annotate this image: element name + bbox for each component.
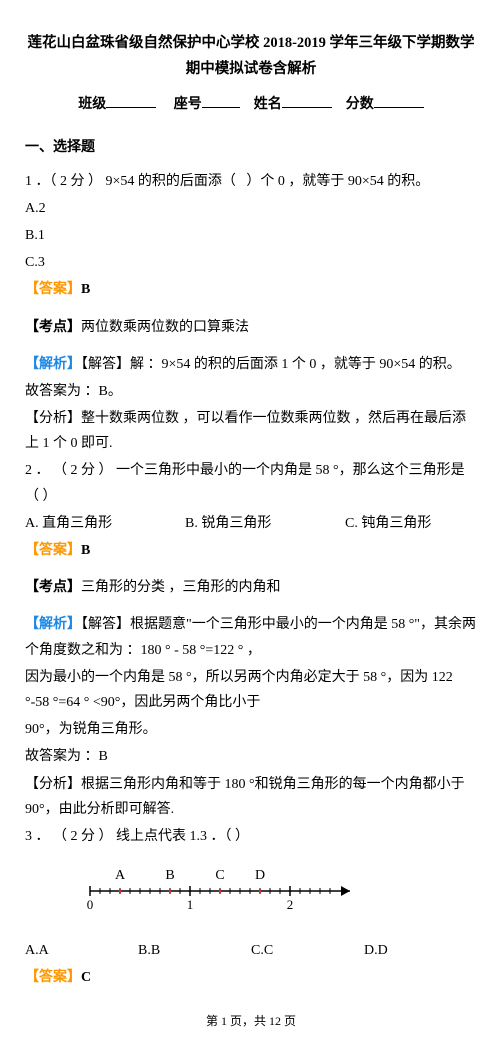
nl-label-a: A: [115, 868, 126, 883]
analysis-label: 【解析】: [25, 357, 81, 372]
q2-opt-b: B. 锐角三角形: [185, 511, 345, 536]
q3-options: A.A B.B C.C D.D: [25, 938, 477, 963]
q2-topic: 【考点】三角形的分类 ，三角形的内角和: [25, 575, 477, 600]
q3-opt-d: D.D: [364, 938, 477, 963]
nl-label-b: B: [165, 868, 174, 883]
q2-analysis-4: 故答案为 ：B: [25, 744, 477, 769]
q1-answer-value: B: [81, 282, 90, 297]
q1-analysis-1: 【解析】【解答】解 ：9×54 的积的后面添 1 个 0 ，就等于 90×54 …: [25, 352, 477, 377]
q1-opt-c: C.3: [25, 250, 477, 275]
analysis-label: 【解析】: [25, 617, 81, 632]
q1-stem-b: ）个 0 ，就等于 90×54 的积。: [246, 174, 429, 189]
q2-answer: 【答案】B: [25, 538, 477, 563]
seat-blank: [202, 94, 240, 108]
q2-analysis-3: 90°，为锐角三角形。: [25, 717, 477, 742]
answer-label: 【答案】: [25, 970, 81, 985]
q1-opt-b: B.1: [25, 223, 477, 248]
q1-topic: 【考点】两位数乘两位数的口算乘法: [25, 315, 477, 340]
q2-opt-a: A. 直角三角形: [25, 511, 185, 536]
q1-stem: 1 ．（ 2 分 ） 9×54 的积的后面添（ ）个 0 ，就等于 90×54 …: [25, 169, 477, 194]
seat-label: 座号: [174, 97, 202, 112]
q3-opt-a: A.A: [25, 938, 138, 963]
q1-analysis-3: 【分析】整十数乘两位数 ，可以看作一位数乘两位数 ，然后再在最后添上 1 个 0…: [25, 406, 477, 456]
name-label: 姓名: [254, 97, 282, 112]
nl-tick-0: 0: [87, 897, 94, 912]
name-blank: [282, 94, 332, 108]
q1-answer: 【答案】B: [25, 277, 477, 302]
class-label: 班级: [78, 97, 106, 112]
q2-analysis-2: 因为最小的一个内角是 58 °，所以另两个内角必定大于 58 °，因为 122 …: [25, 665, 477, 715]
exam-title: 莲花山白盆珠省级自然保护中心学校 2018-2019 学年三年级下学期数学期中模…: [25, 30, 477, 82]
page-footer: 第 1 页，共 12 页: [25, 1011, 477, 1033]
q1-stem-a: 1 ．（ 2 分 ） 9×54 的积的后面添（: [25, 174, 236, 189]
q1-opt-a: A.2: [25, 196, 477, 221]
section-title: 一、选择题: [25, 135, 477, 160]
score-blank: [374, 94, 424, 108]
q1-topic-text: 两位数乘两位数的口算乘法: [81, 320, 249, 335]
q2-analysis-1: 【解析】【解答】根据题意"一个三角形中最小的一个内角是 58 °"，其余两个角度…: [25, 612, 477, 662]
q2-topic-text: 三角形的分类 ，三角形的内角和: [81, 580, 281, 595]
nl-tick-1: 1: [187, 897, 194, 912]
answer-label: 【答案】: [25, 543, 81, 558]
q2-answer-value: B: [81, 543, 90, 558]
q3-answer: 【答案】C: [25, 965, 477, 990]
q3-stem: 3 ． （ 2 分 ） 线上点代表 1.3 ．（ ）: [25, 824, 477, 849]
topic-label: 【考点】: [25, 320, 81, 335]
q2-analysis-5: 【分析】根据三角形内角和等于 180 °和锐角三角形的每一个内角都小于 90°，…: [25, 772, 477, 822]
q2-opt-c: C. 钝角三角形: [345, 511, 431, 536]
q2-analysis-l1: 【解答】根据题意"一个三角形中最小的一个内角是 58 °"，其余两个角度数之和为…: [25, 617, 476, 657]
topic-label: 【考点】: [25, 580, 81, 595]
answer-label: 【答案】: [25, 282, 81, 297]
q3-opt-c: C.C: [251, 938, 364, 963]
number-line: A B C D 0 1 2: [85, 861, 365, 921]
nl-label-d: D: [255, 868, 265, 883]
header-row: 班级 座号 姓名 分数: [25, 92, 477, 117]
q1-analysis-2: 故答案为 ：B。: [25, 379, 477, 404]
q1-analysis-head: 【解答】解 ：9×54 的积的后面添 1 个 0 ，就等于 90×54 的积。: [81, 357, 461, 372]
nl-tick-2: 2: [287, 897, 294, 912]
class-blank: [106, 94, 156, 108]
q2-options: A. 直角三角形 B. 锐角三角形 C. 钝角三角形: [25, 511, 477, 536]
score-label: 分数: [346, 97, 374, 112]
q2-stem: 2 ． （ 2 分 ） 一个三角形中最小的一个内角是 58 °，那么这个三角形是…: [25, 458, 477, 508]
q3-answer-value: C: [81, 970, 91, 985]
nl-label-c: C: [215, 868, 224, 883]
q3-opt-b: B.B: [138, 938, 251, 963]
